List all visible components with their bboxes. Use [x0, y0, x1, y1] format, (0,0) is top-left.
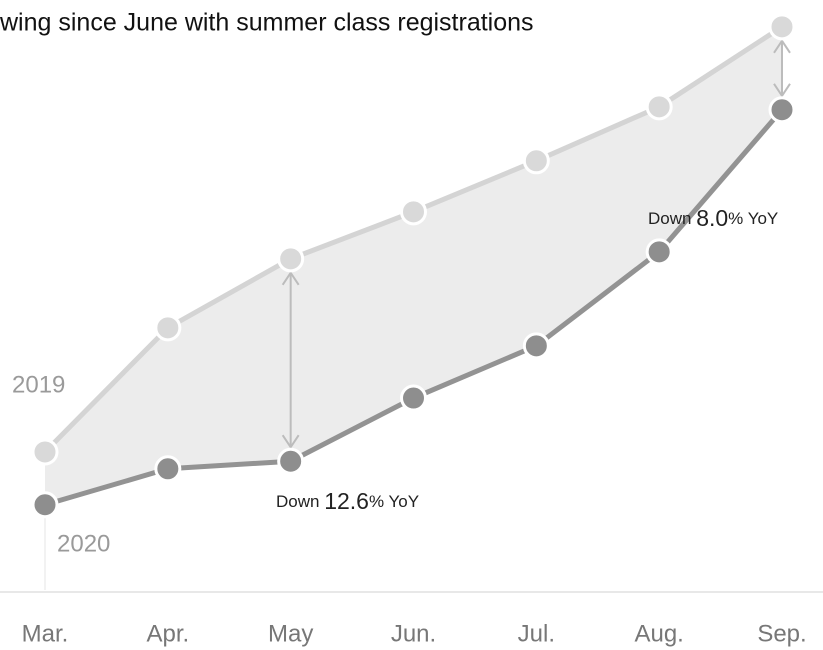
x-tick-label: Sep.	[757, 620, 806, 647]
x-tick-label: Aug.	[634, 620, 683, 647]
annotation-suffix: % YoY	[369, 492, 419, 511]
annotation-value: 12.6	[324, 488, 369, 514]
annotation: Down 8.0% YoY	[648, 205, 778, 231]
annotation: Down 12.6% YoY	[276, 488, 419, 514]
chart-title: wing since June with summer class regist…	[0, 9, 534, 37]
arrow-head	[773, 83, 791, 98]
x-tick-label: Jun.	[391, 620, 436, 647]
point	[522, 332, 550, 360]
annotation-suffix: % YoY	[728, 209, 778, 228]
arrow-head	[281, 434, 300, 450]
annotation-prefix: Down	[276, 492, 324, 511]
point	[645, 238, 673, 266]
point	[768, 96, 796, 124]
annotation-prefix: Down	[648, 209, 696, 228]
point	[31, 491, 59, 519]
point	[277, 245, 305, 273]
gap-area	[45, 26, 782, 505]
arrow-head	[281, 271, 300, 286]
point	[154, 455, 182, 483]
series-label: 2020	[57, 530, 110, 557]
x-tick-label: Mar.	[22, 620, 69, 647]
point	[522, 147, 550, 175]
point	[768, 13, 796, 41]
point	[31, 438, 59, 466]
point	[154, 314, 182, 342]
point	[645, 93, 673, 121]
point	[400, 198, 427, 226]
annotation-value: 8.0	[696, 205, 728, 231]
x-tick-label: Apr.	[146, 620, 189, 647]
point	[400, 384, 427, 412]
point	[277, 447, 305, 475]
x-tick-label: Jul.	[518, 620, 555, 647]
x-tick-label: May	[268, 620, 313, 647]
arrow-head	[773, 39, 791, 54]
series-label: 2019	[12, 371, 65, 398]
